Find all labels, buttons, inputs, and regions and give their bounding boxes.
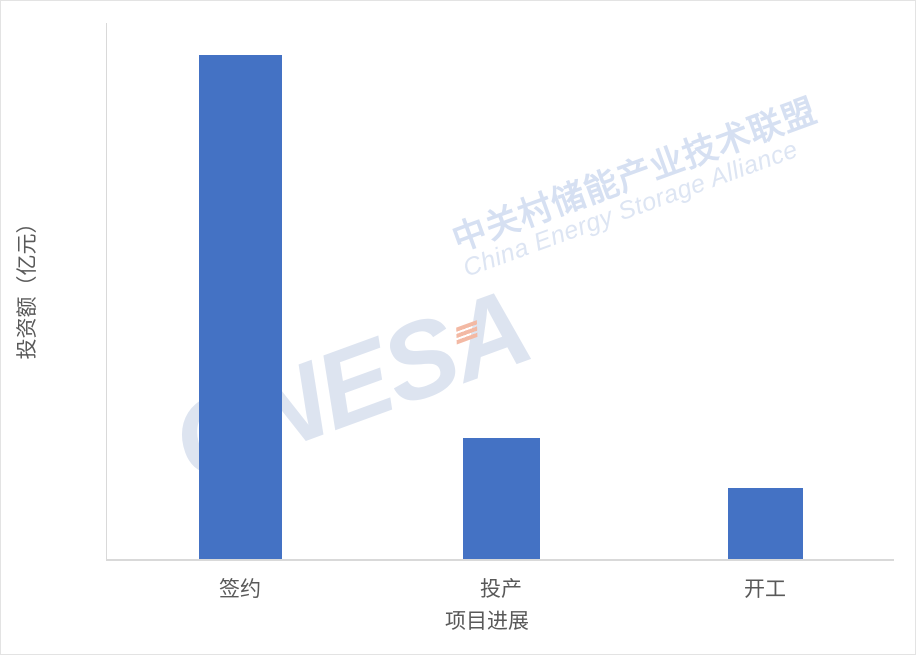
y-tick-label-20: 20 [0,494,1,516]
x-tick-label-0: 签约 [219,578,261,601]
x-tick-label-2: 开工 [744,578,786,601]
bar-2 [728,488,803,559]
y-axis-line [106,23,107,560]
y-tick-label-60: 60 [0,387,1,409]
x-axis-title-text: 项目进展 [445,610,529,633]
plot-area [106,23,894,559]
y-axis-title: 投资额（亿元） [16,212,39,360]
y-tick-label-80: 80 [0,334,1,356]
y-tick-label-180: 180 [0,66,1,88]
bar-0 [199,55,282,559]
y-tick-label-100: 100 [0,280,1,302]
x-axis-title: 项目进展 [1,605,915,635]
y-tick-label-160: 160 [0,119,1,141]
y-tick-label-200: 200 [0,12,1,34]
y-tick-label-140: 140 [0,173,1,195]
y-tick-label-120: 120 [0,226,1,248]
y-tick-label-0: 0 [0,548,1,570]
bar-1 [463,438,540,559]
x-axis-line [106,559,894,561]
x-tick-label-1: 投产 [480,578,522,601]
y-tick-label-40: 40 [0,441,1,463]
